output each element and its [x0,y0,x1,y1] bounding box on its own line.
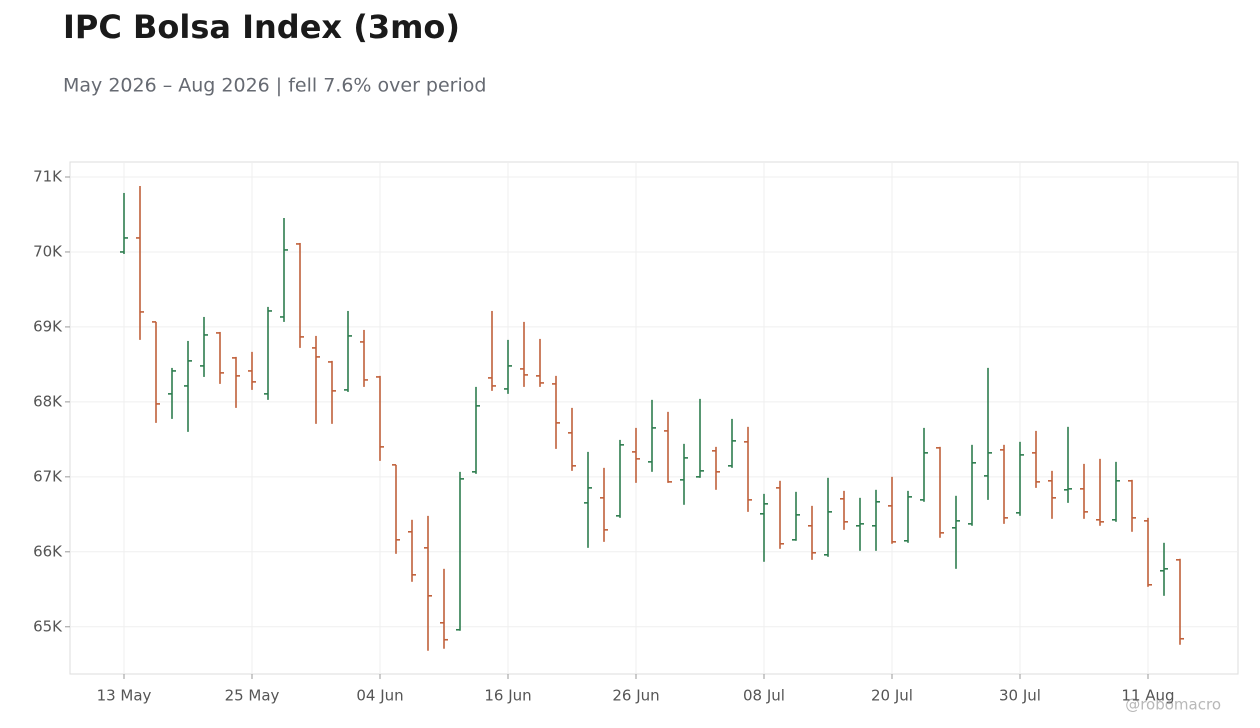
watermark: @robomacro [1125,696,1221,714]
chart-subtitle: May 2026 – Aug 2026 | fell 7.6% over per… [63,75,486,97]
x-tick-label: 20 Jul [871,687,913,705]
y-tick-label: 66K [33,542,63,560]
y-tick-label: 65K [33,617,63,635]
y-tick-label: 67K [33,467,63,485]
x-tick-label: 30 Jul [999,687,1041,705]
y-tick-label: 69K [33,317,63,335]
x-tick-label: 16 Jun [484,687,531,705]
plot-frame [69,161,1239,675]
x-tick-label: 04 Jun [356,687,403,705]
x-tick-label: 26 Jun [612,687,659,705]
chart-title: IPC Bolsa Index (3mo) [63,8,460,46]
x-tick-label: 13 May [97,687,152,705]
x-tick-label: 08 Jul [743,687,785,705]
x-tick-label: 11 Aug [1121,687,1174,705]
x-tick-label: 25 May [225,687,280,705]
y-tick-label: 70K [33,242,63,260]
y-tick-label: 71K [33,167,63,185]
y-tick-label: 68K [33,392,63,410]
